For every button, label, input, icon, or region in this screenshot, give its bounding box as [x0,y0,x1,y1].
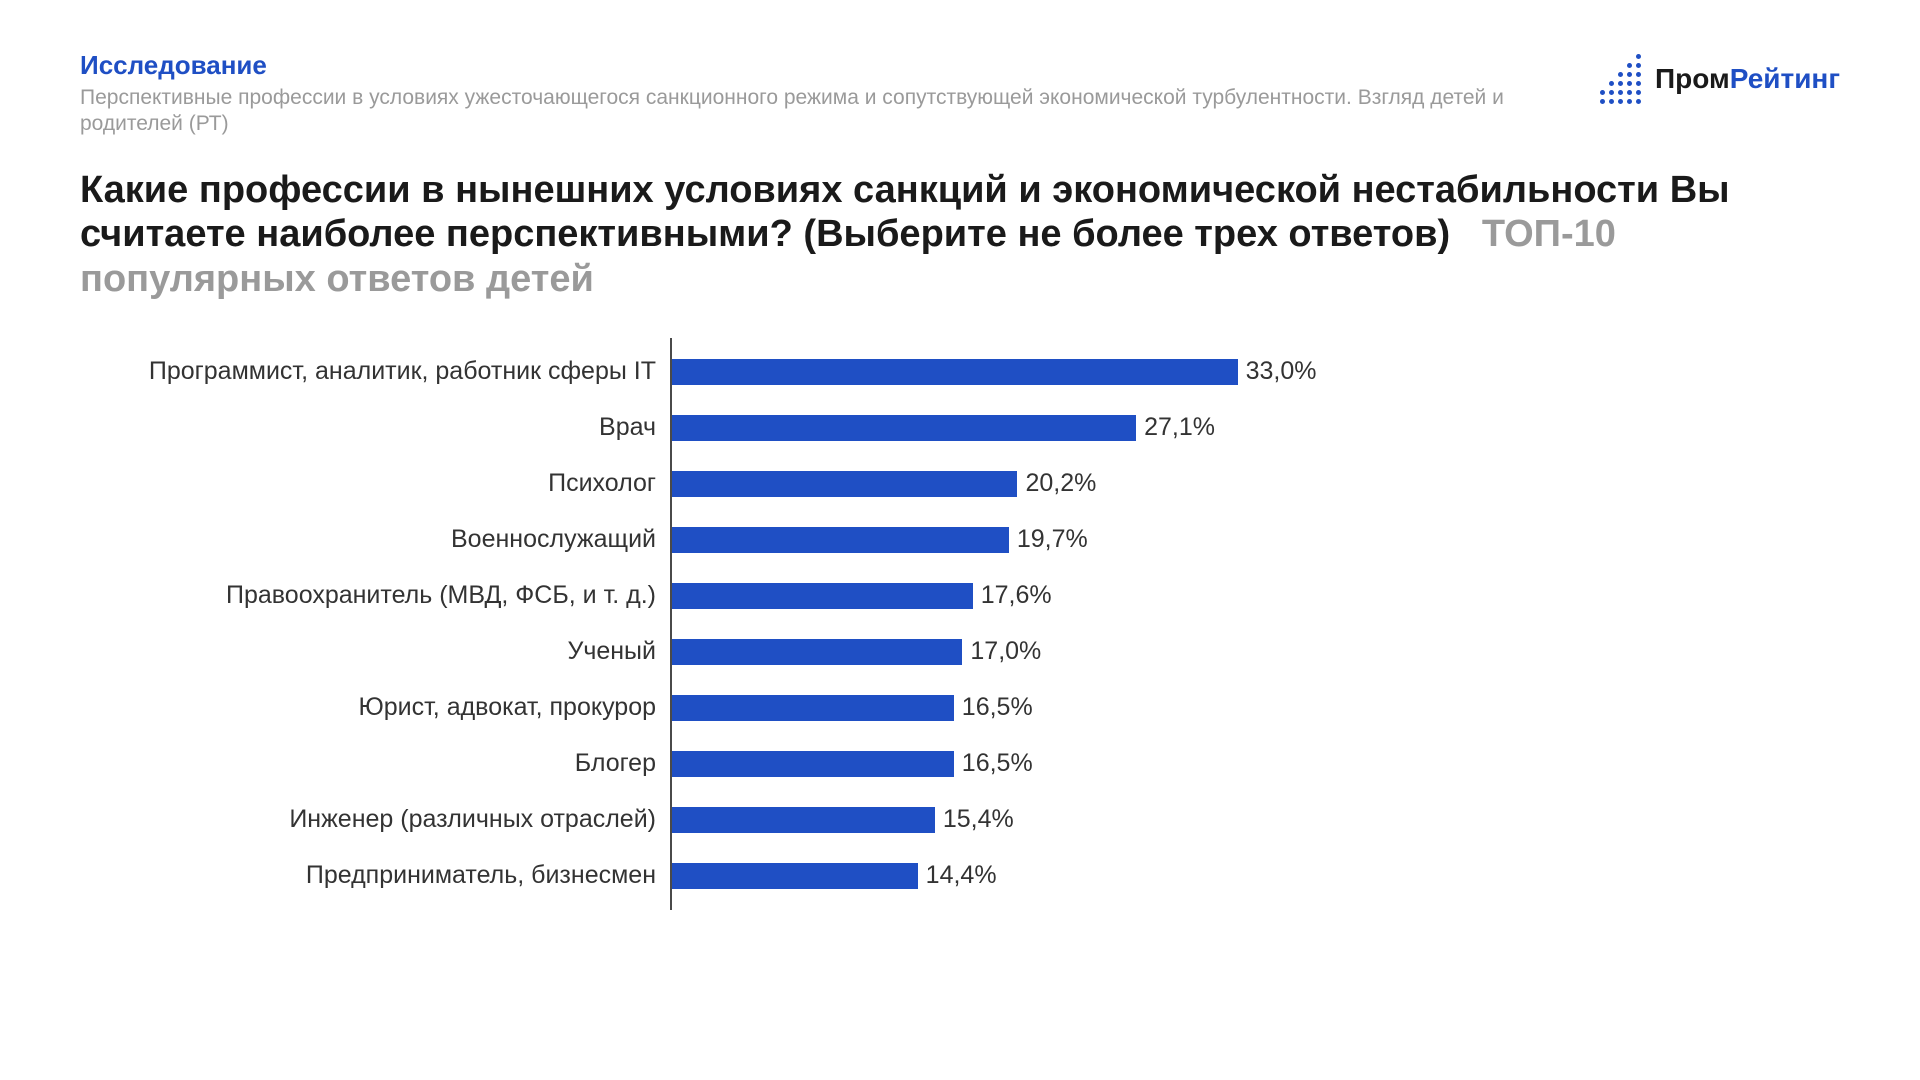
axis-line [670,842,672,910]
bar-wrap: 17,6% [670,568,1840,624]
logo-prefix: Пром [1655,63,1730,94]
chart-row: Правоохранитель (МВД, ФСБ, и т. д.) 17,6% [80,568,1840,624]
bar-value: 17,0% [970,637,1041,666]
bar [670,471,1017,497]
bar [670,583,973,609]
brand-logo: ПромРейтинг [1600,54,1840,104]
bar-wrap: 16,5% [670,736,1840,792]
bar-wrap: 16,5% [670,680,1840,736]
category-label: Психолог [80,469,670,498]
chart-title: Какие профессии в нынешних условиях санк… [80,168,1840,302]
logo-accent: Рейтинг [1730,63,1840,94]
category-label: Военнослужащий [80,525,670,554]
bar-value: 19,7% [1017,525,1088,554]
chart-row: Юрист, адвокат, прокурор 16,5% [80,680,1840,736]
bar-value: 27,1% [1144,413,1215,442]
bar-value: 16,5% [962,749,1033,778]
chart-row: Ученый 17,0% [80,624,1840,680]
bar [670,527,1009,553]
chart-row: Психолог 20,2% [80,456,1840,512]
category-label: Правоохранитель (МВД, ФСБ, и т. д.) [80,581,670,610]
logo-dots-icon [1600,54,1641,104]
bar-wrap: 33,0% [670,344,1840,400]
bar [670,415,1136,441]
chart-row: Предприниматель, бизнесмен 14,4% [80,848,1840,904]
chart-row: Инженер (различных отраслей) 15,4% [80,792,1840,848]
chart-row: Блогер 16,5% [80,736,1840,792]
chart-row: Военнослужащий 19,7% [80,512,1840,568]
category-label: Программист, аналитик, работник сферы IT [80,357,670,386]
chart-row: Врач 27,1% [80,400,1840,456]
bar-value: 16,5% [962,693,1033,722]
category-label: Ученый [80,637,670,666]
bar-value: 20,2% [1025,469,1096,498]
bar [670,807,935,833]
category-label: Инженер (различных отраслей) [80,805,670,834]
header-left: Исследование Перспективные профессии в у… [80,50,1600,138]
bar-wrap: 27,1% [670,400,1840,456]
study-label: Исследование [80,50,1600,81]
category-label: Юрист, адвокат, прокурор [80,693,670,722]
bar [670,751,954,777]
bar-wrap: 17,0% [670,624,1840,680]
chart-row: Программист, аналитик, работник сферы IT… [80,344,1840,400]
study-description: Перспективные профессии в условиях ужест… [80,85,1580,138]
bar-wrap: 15,4% [670,792,1840,848]
bar-value: 14,4% [926,861,997,890]
bar-value: 15,4% [943,805,1014,834]
bar [670,695,954,721]
bar [670,639,962,665]
bar [670,359,1238,385]
bar-wrap: 20,2% [670,456,1840,512]
bar-value: 17,6% [981,581,1052,610]
category-label: Блогер [80,749,670,778]
bar [670,863,918,889]
bar-value: 33,0% [1246,357,1317,386]
bar-wrap: 19,7% [670,512,1840,568]
bar-chart: Программист, аналитик, работник сферы IT… [80,344,1840,904]
header: Исследование Перспективные профессии в у… [80,50,1840,138]
bar-wrap: 14,4% [670,848,1840,904]
logo-text: ПромРейтинг [1655,63,1840,95]
category-label: Врач [80,413,670,442]
category-label: Предприниматель, бизнесмен [80,861,670,890]
